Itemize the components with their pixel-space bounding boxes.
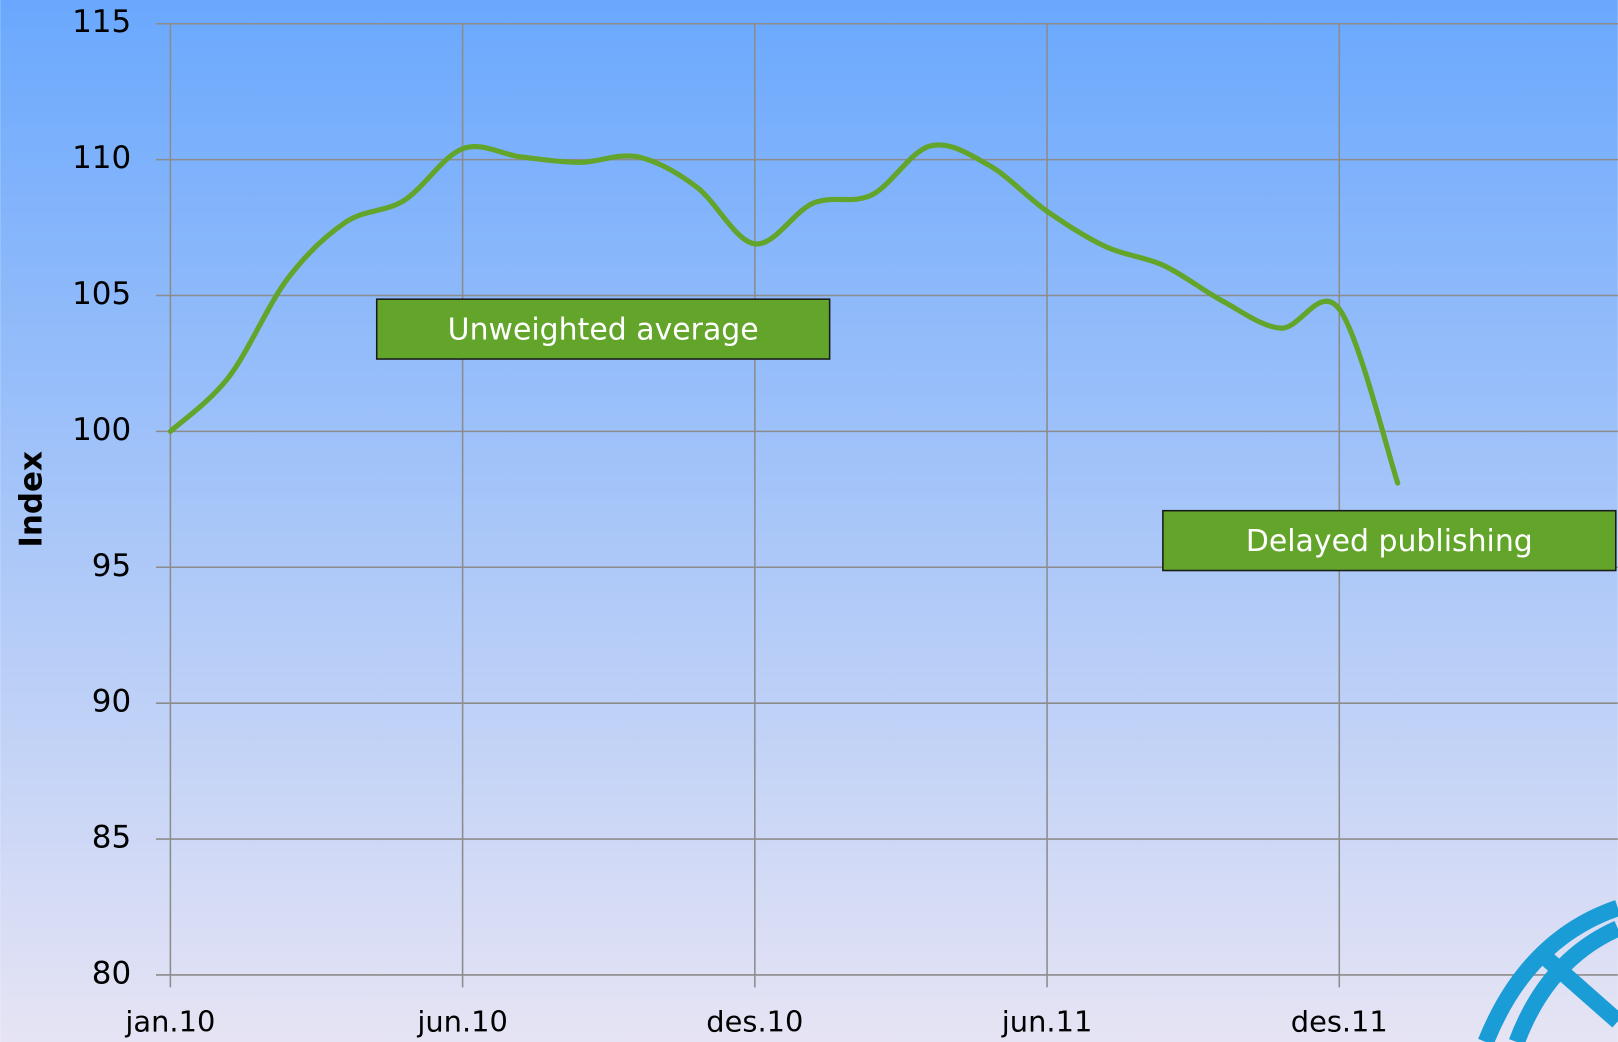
y-tick-label: 100 <box>72 412 131 448</box>
y-tick-label: 115 <box>72 4 131 40</box>
annotation-box <box>1162 509 1617 572</box>
y-tick-label: 95 <box>92 548 131 584</box>
logo <box>1478 900 1618 1042</box>
y-tick-label: 90 <box>92 684 131 720</box>
x-tick-label: jan.10 <box>124 1004 215 1038</box>
y-tick-label: 80 <box>92 955 131 991</box>
series-line <box>167 142 1401 486</box>
x-tick-label: jun.11 <box>1001 1004 1093 1038</box>
y-tick-label: 105 <box>72 276 131 312</box>
annotation: Unweighted average <box>448 313 759 348</box>
annotation: Delayed publishing <box>1246 524 1533 559</box>
y-tick-label: 110 <box>72 140 131 176</box>
x-tick-label: des.11 <box>1291 1004 1388 1038</box>
x-tick-label: jun.10 <box>416 1004 508 1038</box>
y-axis-label: Index <box>14 451 50 548</box>
y-tick-label: 85 <box>92 820 131 856</box>
x-tick-label: des.10 <box>706 1004 803 1038</box>
annotation-box <box>375 298 831 360</box>
